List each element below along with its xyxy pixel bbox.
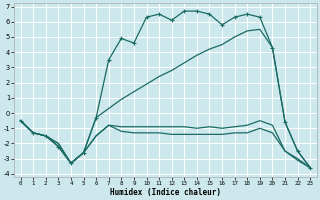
X-axis label: Humidex (Indice chaleur): Humidex (Indice chaleur)	[110, 188, 221, 197]
